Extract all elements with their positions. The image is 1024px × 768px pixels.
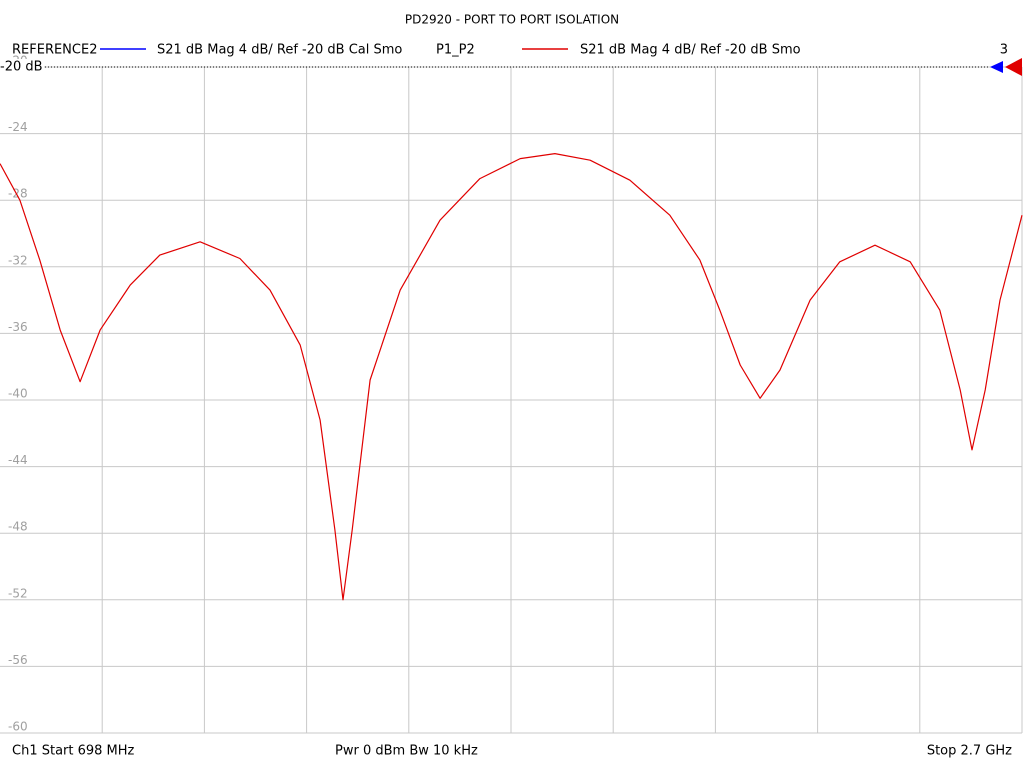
footer-stop: Stop 2.7 GHz — [927, 744, 1012, 759]
legend-series-name: P1_P2 — [436, 43, 475, 58]
y-tick-label: -56 — [8, 653, 28, 667]
ref-label: -20 dB — [0, 60, 43, 75]
chart-title: PD2920 - PORT TO PORT ISOLATION — [405, 13, 619, 27]
trace — [0, 153, 1023, 601]
y-tick-label: -48 — [8, 520, 28, 534]
y-tick-label: -36 — [8, 320, 28, 334]
legend-reference-name: REFERENCE2 — [12, 43, 97, 58]
y-tick-label: -32 — [8, 253, 28, 267]
footer-power: Pwr 0 dBm Bw 10 kHz — [335, 744, 478, 759]
y-tick-label: -52 — [8, 586, 28, 600]
y-tick-label: -44 — [8, 453, 28, 467]
y-tick-label: -24 — [8, 120, 28, 134]
legend-series-label: S21 dB Mag 4 dB/ Ref -20 dB Smo — [580, 43, 801, 58]
marker-count: 3 — [1000, 43, 1008, 58]
series-marker — [1005, 58, 1022, 76]
legend-reference-label: S21 dB Mag 4 dB/ Ref -20 dB Cal Smo — [157, 43, 402, 58]
y-tick-label: -40 — [8, 387, 28, 401]
y-tick-label: -28 — [8, 187, 28, 201]
footer-start: Ch1 Start 698 MHz — [12, 744, 135, 759]
reference-marker — [990, 61, 1003, 73]
ref-label-bg — [0, 59, 44, 74]
grid: -20-24-28-32-36-40-44-48-52-56-60 — [0, 54, 1023, 734]
y-tick-label: -60 — [8, 720, 28, 734]
